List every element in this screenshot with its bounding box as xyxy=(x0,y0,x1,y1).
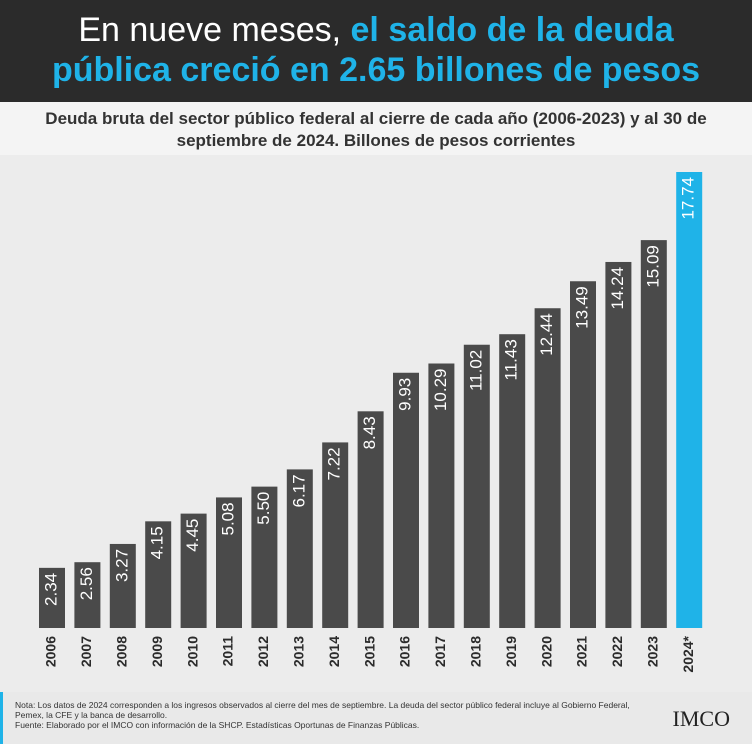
bar xyxy=(499,334,526,628)
value-label: 3.27 xyxy=(112,549,131,582)
x-tick-label: 2022 xyxy=(609,636,625,667)
header: En nueve meses, el saldo de la deuda púb… xyxy=(0,0,752,102)
x-tick-label: 2021 xyxy=(574,636,590,667)
value-label: 13.49 xyxy=(572,286,591,329)
bar xyxy=(109,543,136,628)
value-label: 11.43 xyxy=(502,339,521,380)
x-tick-label: 2006 xyxy=(43,636,59,667)
x-tick-label: 2013 xyxy=(291,636,307,667)
value-label: 4.15 xyxy=(148,526,167,559)
bar xyxy=(286,469,313,628)
footer: Nota: Los datos de 2024 corresponden a l… xyxy=(0,692,752,744)
title: En nueve meses, el saldo de la deuda púb… xyxy=(16,0,736,90)
x-tick-label: 2015 xyxy=(361,636,377,667)
x-tick-label: 2020 xyxy=(538,636,554,667)
bar xyxy=(534,308,561,628)
x-tick-label: 2016 xyxy=(397,636,413,667)
value-label: 14.24 xyxy=(608,267,627,310)
value-label: 2.56 xyxy=(77,567,96,600)
value-label: 10.29 xyxy=(431,368,450,411)
title-highlight: el saldo de la deuda pública creció en 2… xyxy=(51,11,701,89)
x-tick-label: 2019 xyxy=(503,636,519,667)
x-tick-label: 2011 xyxy=(220,636,236,667)
value-label: 2.34 xyxy=(41,573,60,606)
source: Fuente: Elaborado por el IMCO con inform… xyxy=(15,720,420,730)
value-label: 12.44 xyxy=(537,313,556,356)
bar xyxy=(322,442,349,628)
bar xyxy=(428,363,455,628)
bar xyxy=(463,344,490,628)
bar xyxy=(216,497,242,628)
bar xyxy=(605,261,632,628)
value-label: 4.45 xyxy=(183,519,202,552)
value-label: 8.43 xyxy=(360,416,379,449)
bar xyxy=(570,281,596,628)
x-tick-label: 2009 xyxy=(149,636,165,667)
bar xyxy=(180,513,207,628)
x-tick-label: 2007 xyxy=(78,636,94,667)
value-label: 11.02 xyxy=(466,350,485,391)
bar xyxy=(74,562,101,628)
bar xyxy=(251,486,278,628)
x-tick-label: 2017 xyxy=(432,636,448,667)
x-tick-label: 2012 xyxy=(255,636,271,667)
value-label: 17.74 xyxy=(679,177,698,220)
bar xyxy=(145,521,172,628)
bar xyxy=(39,567,65,628)
x-tick-label: 2024* xyxy=(680,635,696,672)
x-tick-label: 2014 xyxy=(326,636,342,667)
value-label: 15.09 xyxy=(643,245,662,288)
value-label: 5.50 xyxy=(254,492,273,525)
bar xyxy=(393,372,419,628)
value-label: 7.22 xyxy=(325,447,344,480)
x-tick-label: 2023 xyxy=(645,636,661,667)
value-label: 6.17 xyxy=(289,474,308,507)
note: Nota: Los datos de 2024 corresponden a l… xyxy=(15,700,630,720)
value-label: 5.08 xyxy=(218,502,237,535)
x-tick-label: 2008 xyxy=(114,636,130,667)
title-lead: En nueve meses, xyxy=(78,11,342,49)
subtitle: Deuda bruta del sector público federal a… xyxy=(45,109,707,150)
bar xyxy=(357,411,384,628)
bar xyxy=(640,240,667,628)
x-tick-label: 2010 xyxy=(184,636,200,667)
logo: IMCO xyxy=(672,706,730,731)
x-tick-label: 2018 xyxy=(468,636,484,667)
footer-text: Nota: Los datos de 2024 corresponden a l… xyxy=(15,700,645,730)
bar xyxy=(676,172,703,628)
value-label: 9.93 xyxy=(395,378,414,411)
